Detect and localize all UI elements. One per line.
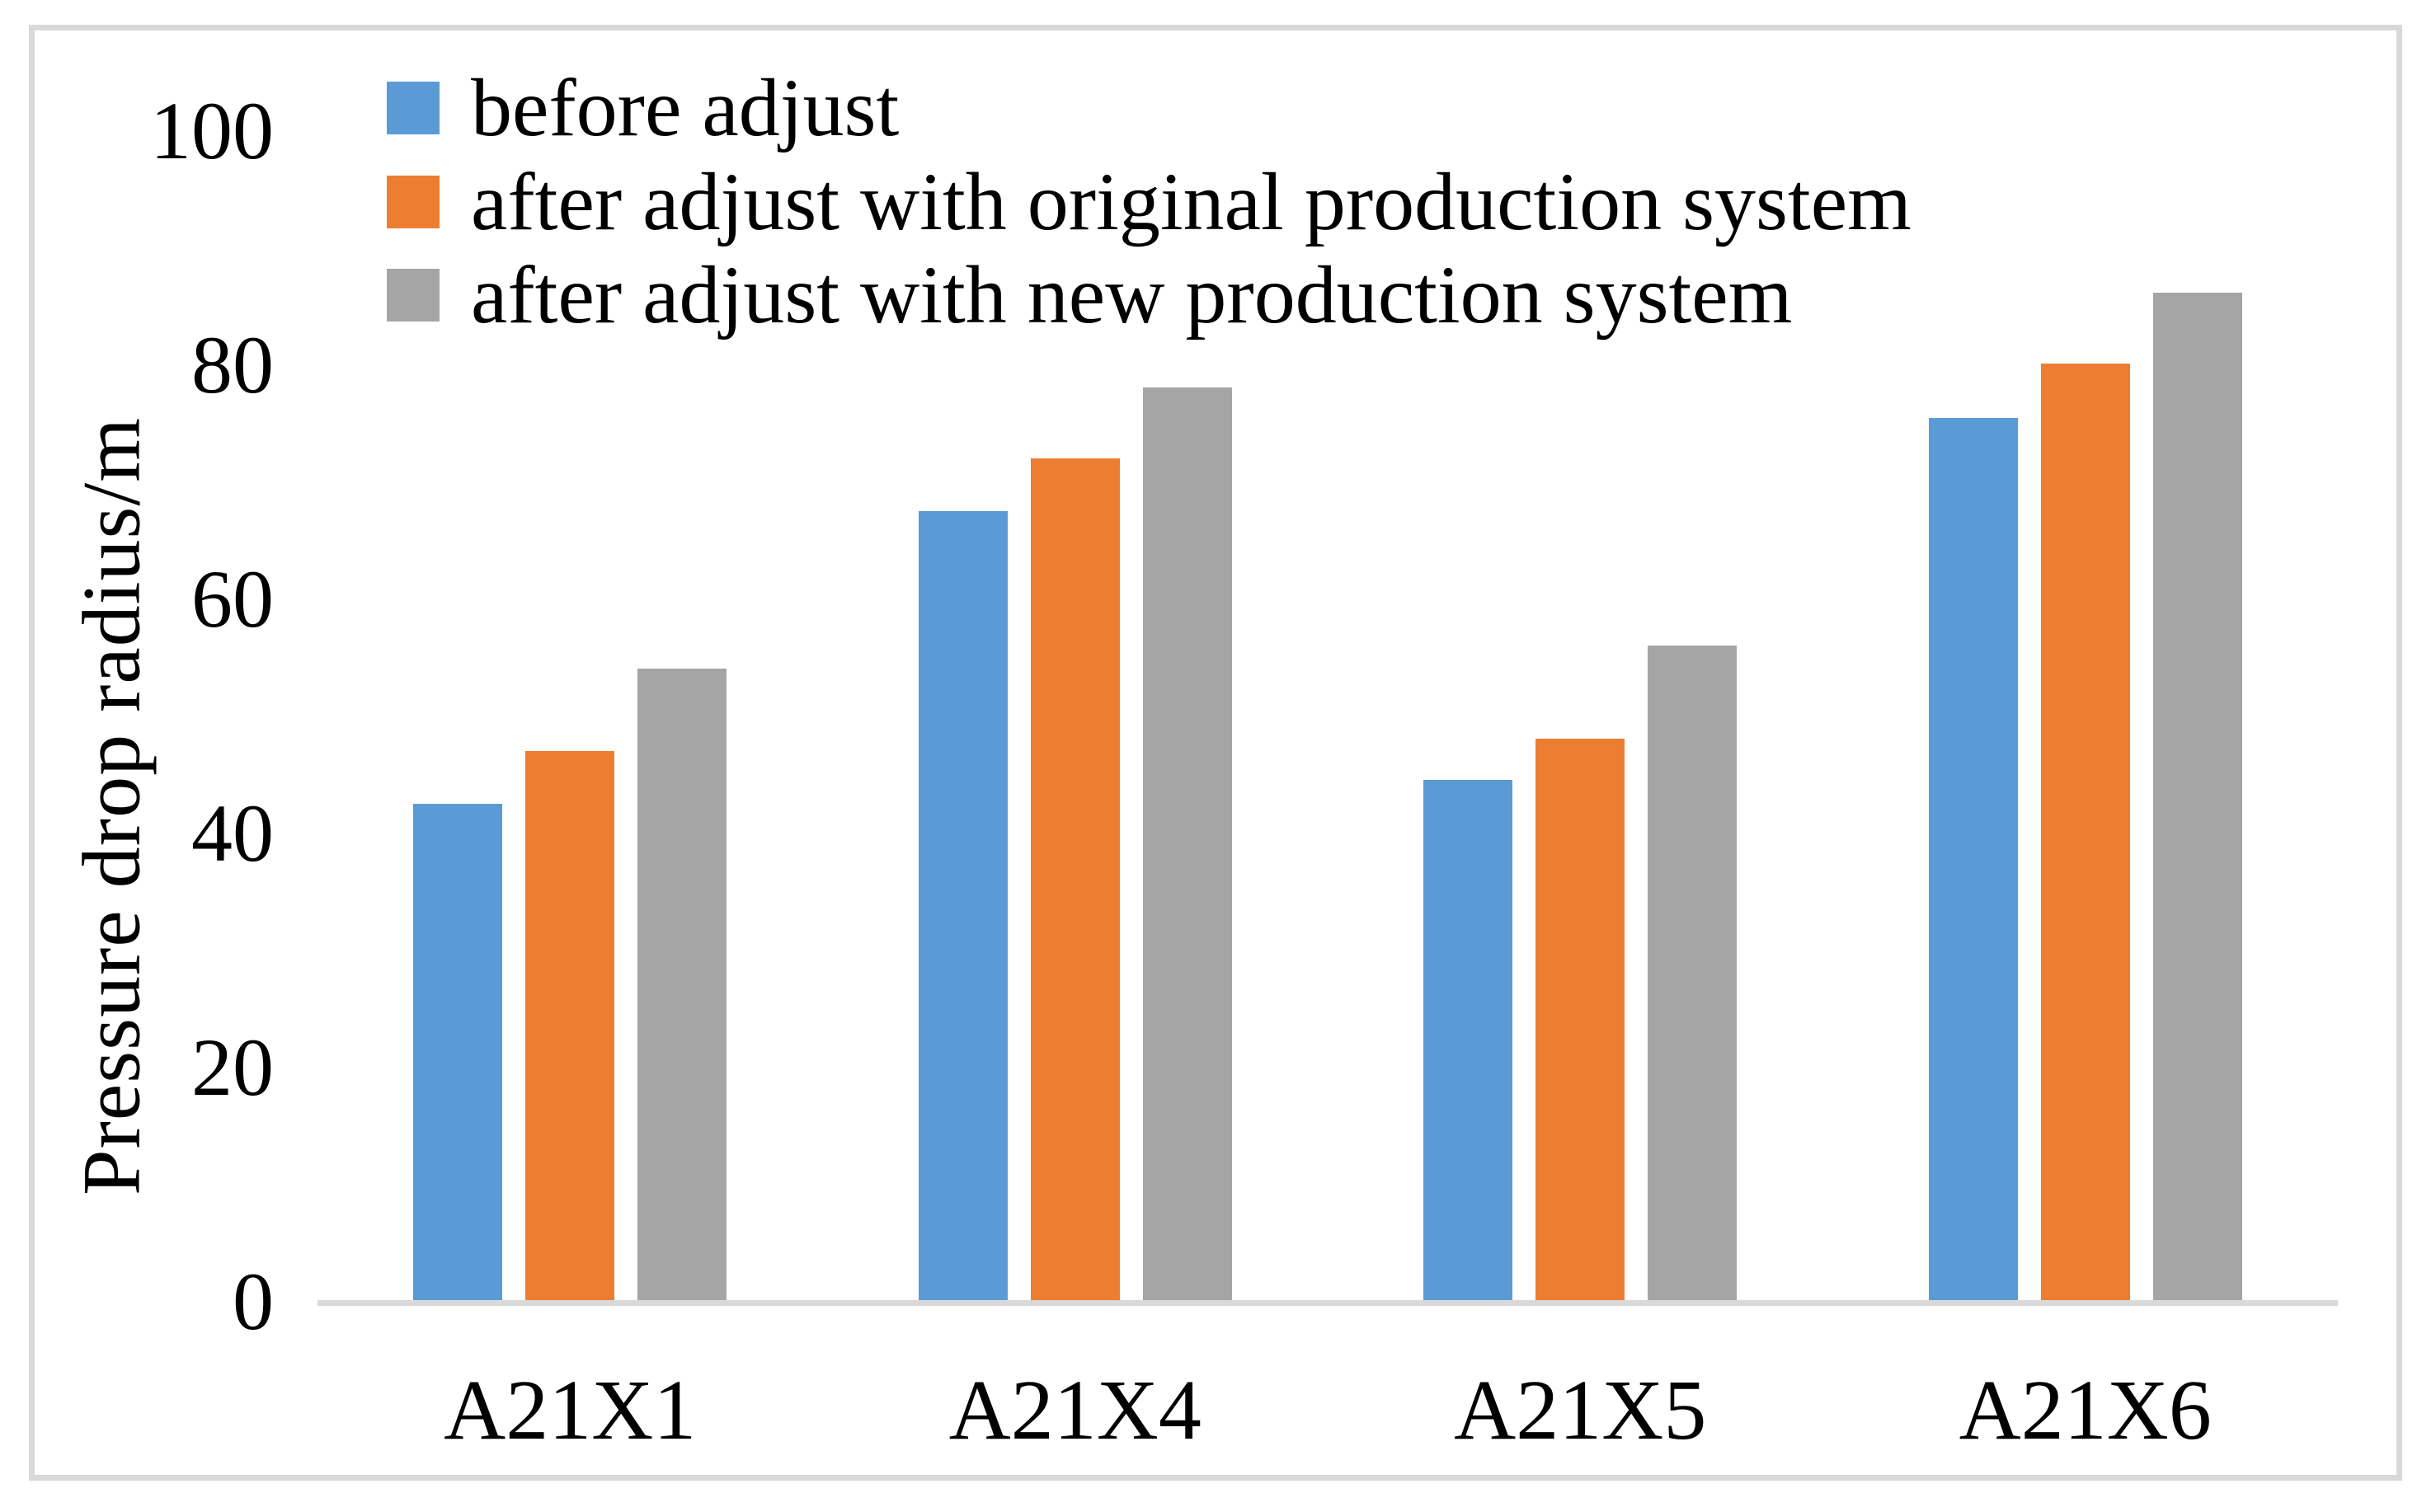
legend-swatch-icon — [387, 82, 440, 134]
x-axis-line — [317, 1300, 2338, 1306]
y-tick-label: 0 — [233, 1255, 274, 1347]
bar-A21X5-series-0 — [1423, 780, 1513, 1301]
y-tick-label: 40 — [191, 787, 274, 879]
category-label-A21X1: A21X1 — [444, 1362, 697, 1458]
bar-A21X5-series-2 — [1648, 645, 1738, 1301]
legend-label: after adjust with new production system — [471, 249, 1793, 340]
bar-A21X1-series-2 — [637, 669, 727, 1301]
bar-A21X1-series-0 — [413, 803, 503, 1301]
category-label-A21X6: A21X6 — [1959, 1362, 2212, 1458]
legend-item: before adjust — [387, 62, 900, 153]
bar-A21X4-series-1 — [1030, 458, 1120, 1301]
legend-swatch-icon — [387, 175, 440, 228]
bar-A21X6-series-0 — [1928, 418, 2018, 1301]
category-label-A21X5: A21X5 — [1454, 1362, 1707, 1458]
bar-A21X4-series-2 — [1142, 387, 1232, 1301]
legend-label: after adjust with original production sy… — [471, 155, 1912, 247]
bar-A21X6-series-2 — [2152, 293, 2242, 1301]
y-tick-label: 20 — [191, 1021, 274, 1113]
bar-A21X1-series-1 — [525, 750, 615, 1301]
legend-item: after adjust with original production sy… — [387, 155, 1912, 247]
y-tick-label: 60 — [191, 552, 274, 645]
legend-swatch-icon — [387, 269, 440, 322]
category-label-A21X4: A21X4 — [948, 1362, 1202, 1458]
bar-A21X5-series-1 — [1535, 739, 1625, 1301]
y-tick-label: 100 — [150, 84, 274, 176]
legend-label: before adjust — [471, 62, 900, 153]
y-tick-label: 80 — [191, 318, 274, 411]
legend-item: after adjust with new production system — [387, 249, 1793, 340]
bar-A21X4-series-0 — [918, 510, 1008, 1301]
bar-A21X6-series-1 — [2040, 363, 2130, 1301]
